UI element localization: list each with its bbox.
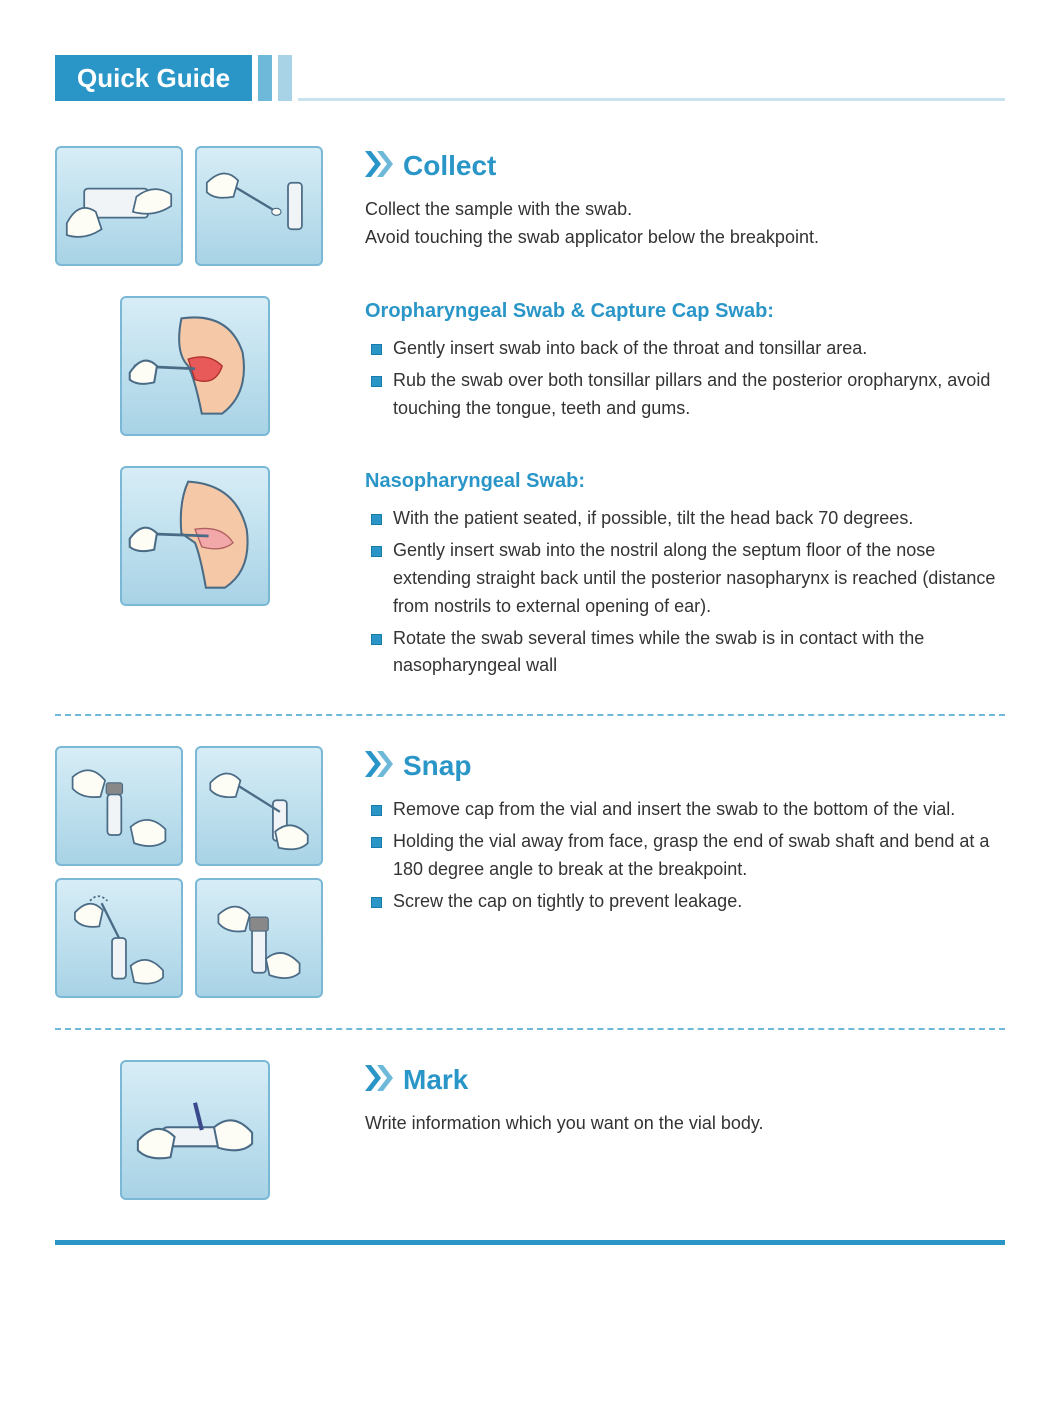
footer-line: [55, 1240, 1005, 1245]
bullet-item: Rub the swab over both tonsillar pillars…: [365, 367, 1005, 423]
snap-section: Snap Remove cap from the vial and insert…: [55, 746, 1005, 998]
chevron-icon: [365, 151, 393, 182]
naso-section: Nasopharyngeal Swab: With the patient se…: [55, 466, 1005, 684]
bullet-item: Rotate the swab several times while the …: [365, 625, 1005, 681]
accent-bar: [278, 55, 292, 101]
collect-text: Collect Collect the sample with the swab…: [365, 146, 1005, 266]
divider: [55, 1028, 1005, 1030]
bullet-item: Gently insert swab into the nostril alon…: [365, 537, 1005, 621]
header-underline: [298, 55, 1005, 101]
bullet-item: With the patient seated, if possible, ti…: [365, 505, 1005, 533]
bullet-item: Gently insert swab into back of the thro…: [365, 335, 1005, 363]
snap-title-row: Snap: [365, 750, 1005, 782]
page: Quick Guide: [0, 0, 1060, 1285]
illustration-nasal-swab: [120, 466, 270, 606]
snap-heading: Snap: [403, 750, 471, 782]
bullet-item: Holding the vial away from face, grasp t…: [365, 828, 1005, 884]
illustration-swab-vial: [195, 146, 323, 266]
snap-images: [55, 746, 335, 998]
snap-text: Snap Remove cap from the vial and insert…: [365, 746, 1005, 998]
collect-section: Collect Collect the sample with the swab…: [55, 146, 1005, 266]
collect-images: [55, 146, 335, 266]
divider: [55, 714, 1005, 716]
collect-body: Collect the sample with the swab.: [365, 196, 1005, 224]
collect-heading: Collect: [403, 150, 496, 182]
collect-title-row: Collect: [365, 150, 1005, 182]
mark-title-row: Mark: [365, 1064, 1005, 1096]
naso-image: [55, 466, 335, 684]
oro-section: Oropharyngeal Swab & Capture Cap Swab: G…: [55, 296, 1005, 436]
bullet-item: Screw the cap on tightly to prevent leak…: [365, 888, 1005, 916]
naso-bullets: With the patient seated, if possible, ti…: [365, 505, 1005, 680]
illustration-screw-cap: [195, 878, 323, 998]
illustration-insert-swab: [195, 746, 323, 866]
oro-image: [55, 296, 335, 436]
chevron-icon: [365, 1065, 393, 1096]
oro-heading: Oropharyngeal Swab & Capture Cap Swab:: [365, 300, 1005, 323]
illustration-open-package: [55, 146, 183, 266]
page-title: Quick Guide: [55, 55, 252, 101]
oro-bullets: Gently insert swab into back of the thro…: [365, 335, 1005, 423]
collect-body: Avoid touching the swab applicator below…: [365, 224, 1005, 252]
accent-bar: [258, 55, 272, 101]
snap-bullets: Remove cap from the vial and insert the …: [365, 796, 1005, 916]
mark-image: [55, 1060, 335, 1200]
header-bar: Quick Guide: [55, 55, 1005, 101]
mark-heading: Mark: [403, 1064, 468, 1096]
mark-section: Mark Write information which you want on…: [55, 1060, 1005, 1200]
chevron-icon: [365, 751, 393, 782]
illustration-break-swab: [55, 878, 183, 998]
bullet-item: Remove cap from the vial and insert the …: [365, 796, 1005, 824]
illustration-write-vial: [120, 1060, 270, 1200]
mark-text: Mark Write information which you want on…: [365, 1060, 1005, 1200]
mark-body: Write information which you want on the …: [365, 1110, 1005, 1138]
naso-heading: Nasopharyngeal Swab:: [365, 470, 1005, 493]
naso-text: Nasopharyngeal Swab: With the patient se…: [365, 466, 1005, 684]
illustration-throat-swab: [120, 296, 270, 436]
accent-bars: [258, 55, 292, 101]
illustration-remove-cap: [55, 746, 183, 866]
oro-text: Oropharyngeal Swab & Capture Cap Swab: G…: [365, 296, 1005, 436]
